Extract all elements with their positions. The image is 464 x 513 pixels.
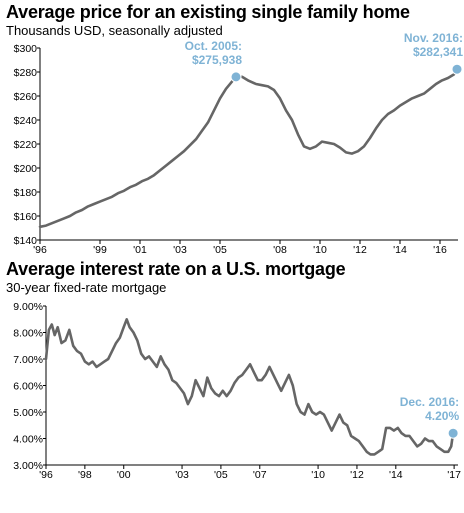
series-line (38, 67, 459, 229)
annotation-value: 4.20% (425, 409, 459, 423)
y-tick-label: $300 (14, 43, 38, 55)
annotation-label: Oct. 2005: (185, 39, 242, 53)
x-tick-label: '01 (133, 244, 147, 256)
y-tick-label: $180 (14, 187, 38, 199)
x-tick-label: '98 (78, 469, 92, 481)
y-tick-label: 4.00% (13, 434, 43, 446)
x-tick-label: '10 (311, 469, 325, 481)
y-tick-label: 3.00% (13, 460, 43, 472)
chart-2-subtitle: 30-year fixed-rate mortgage (6, 280, 167, 295)
x-tick-label: '05 (213, 244, 227, 256)
x-tick-label: '08 (273, 244, 287, 256)
annotation-marker (230, 71, 242, 83)
chart-2-title: Average interest rate on a U.S. mortgage (6, 259, 346, 279)
x-tick-label: '96 (39, 469, 53, 481)
y-tick-label: $200 (14, 163, 38, 175)
x-tick-label: '96 (33, 244, 47, 256)
annotation-label: Dec. 2016: (400, 395, 459, 409)
annotation-value: $282,341 (413, 45, 463, 59)
x-tick-label: '14 (393, 244, 407, 256)
chart-1-title: Average price for an existing single fam… (6, 2, 410, 22)
x-tick-label: '05 (214, 469, 228, 481)
y-tick-label: $220 (14, 139, 38, 151)
x-tick-label: '10 (313, 244, 327, 256)
y-tick-label: $240 (14, 115, 38, 127)
x-tick-label: '16 (433, 244, 447, 256)
home-price-chart: $140 $160 $180 $200 $220 $240 $260 $280 $300 '96 '… (14, 31, 464, 256)
y-tick-label: $160 (14, 211, 38, 223)
x-tick-label: '12 (350, 469, 364, 481)
x-tick-label: '03 (173, 244, 187, 256)
x-tick-label: '12 (353, 244, 367, 256)
y-tick-label: 6.00% (13, 381, 43, 393)
x-tick-label: '99 (93, 244, 107, 256)
annotation-marker (451, 63, 463, 75)
annotation-value: $275,938 (192, 53, 242, 67)
x-tick-label: '17 (447, 469, 461, 481)
chart-1-subtitle: Thousands USD, seasonally adjusted (6, 23, 223, 38)
y-tick-label: $260 (14, 91, 38, 103)
y-tick-label: $280 (14, 67, 38, 79)
y-tick-label: 9.00% (13, 301, 43, 313)
x-tick-label: '14 (389, 469, 403, 481)
annotation-marker (447, 427, 459, 439)
y-tick-label: 8.00% (13, 328, 43, 340)
y-tick-label: $140 (14, 235, 38, 247)
x-tick-label: '03 (175, 469, 189, 481)
annotation-label: Nov. 2016: (404, 31, 463, 45)
y-tick-label: 7.00% (13, 354, 43, 366)
y-tick-label: 5.00% (13, 407, 43, 419)
series-line (44, 318, 455, 456)
x-tick-label: '00 (117, 469, 131, 481)
x-tick-label: '07 (253, 469, 267, 481)
